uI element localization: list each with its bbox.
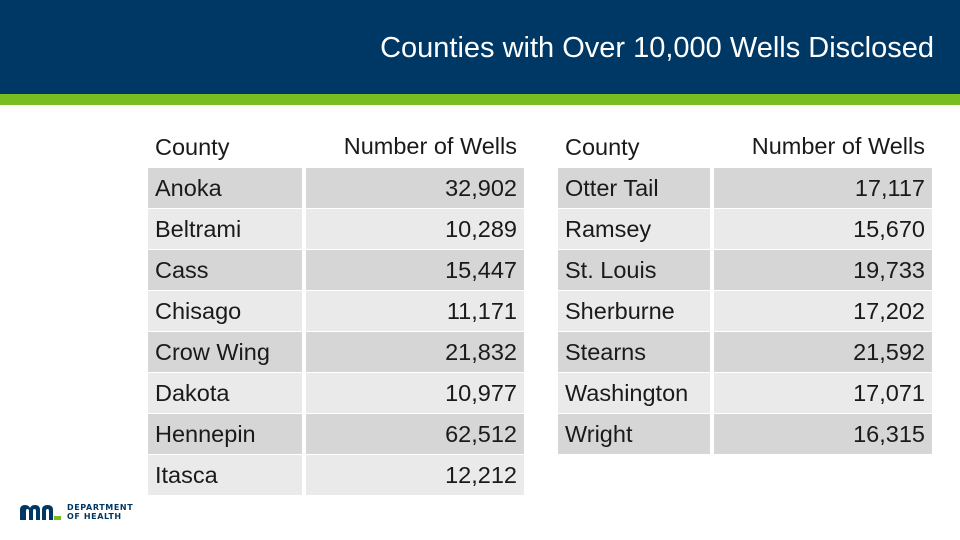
logo-line-2: OF HEALTH bbox=[67, 512, 122, 521]
table-row: Wright 16,315 bbox=[558, 414, 936, 455]
table-row: Sherburne 17,202 bbox=[558, 291, 936, 332]
wells-table-left: County Number of Wells Anoka 32,902 Beltra… bbox=[148, 127, 528, 496]
department-of-health-logo: DEPARTMENT OF HEALTH bbox=[18, 501, 133, 523]
table-header-row: County Number of Wells bbox=[148, 127, 528, 168]
wells-count-cell: 16,315 bbox=[714, 414, 936, 455]
wells-count-cell: 10,289 bbox=[306, 209, 528, 250]
wells-count-cell: 15,447 bbox=[306, 250, 528, 291]
county-cell: Washington bbox=[558, 373, 714, 414]
table-row: Beltrami 10,289 bbox=[148, 209, 528, 250]
wells-count-cell: 19,733 bbox=[714, 250, 936, 291]
wells-table-right: County Number of Wells Otter Tail 17,117 R… bbox=[558, 127, 936, 455]
table-row: Otter Tail 17,117 bbox=[558, 168, 936, 209]
county-cell: Crow Wing bbox=[148, 332, 306, 373]
county-cell: Stearns bbox=[558, 332, 714, 373]
county-cell: Wright bbox=[558, 414, 714, 455]
wells-count-cell: 12,212 bbox=[306, 455, 528, 496]
wells-count-cell: 17,117 bbox=[714, 168, 936, 209]
wells-column-header: Number of Wells bbox=[714, 127, 936, 168]
logo-line-1: DEPARTMENT bbox=[67, 503, 134, 512]
county-cell: Cass bbox=[148, 250, 306, 291]
wells-count-cell: 21,832 bbox=[306, 332, 528, 373]
table-row: Washington 17,071 bbox=[558, 373, 936, 414]
table-row: Cass 15,447 bbox=[148, 250, 528, 291]
logo-text: DEPARTMENT OF HEALTH bbox=[67, 503, 133, 521]
county-cell: Ramsey bbox=[558, 209, 714, 250]
wells-count-cell: 21,592 bbox=[714, 332, 936, 373]
wells-count-cell: 62,512 bbox=[306, 414, 528, 455]
county-cell: Beltrami bbox=[148, 209, 306, 250]
wells-count-cell: 17,202 bbox=[714, 291, 936, 332]
county-cell: St. Louis bbox=[558, 250, 714, 291]
county-cell: Hennepin bbox=[148, 414, 306, 455]
county-cell: Anoka bbox=[148, 168, 306, 209]
page-title: Counties with Over 10,000 Wells Disclose… bbox=[380, 32, 934, 64]
wells-count-cell: 15,670 bbox=[714, 209, 936, 250]
county-column-header: County bbox=[148, 127, 306, 168]
county-column-header: County bbox=[558, 127, 714, 168]
county-cell: Sherburne bbox=[558, 291, 714, 332]
table-row: Chisago 11,171 bbox=[148, 291, 528, 332]
table-row: Ramsey 15,670 bbox=[558, 209, 936, 250]
table-row: St. Louis 19,733 bbox=[558, 250, 936, 291]
table-row: Hennepin 62,512 bbox=[148, 414, 528, 455]
county-cell: Dakota bbox=[148, 373, 306, 414]
county-cell: Chisago bbox=[148, 291, 306, 332]
table-row: Itasca 12,212 bbox=[148, 455, 528, 496]
accent-stripe bbox=[0, 94, 960, 105]
wells-count-cell: 11,171 bbox=[306, 291, 528, 332]
county-cell: Itasca bbox=[148, 455, 306, 496]
county-cell: Otter Tail bbox=[558, 168, 714, 209]
table-header-row: County Number of Wells bbox=[558, 127, 936, 168]
wells-count-cell: 10,977 bbox=[306, 373, 528, 414]
table-row: Anoka 32,902 bbox=[148, 168, 528, 209]
wells-count-cell: 17,071 bbox=[714, 373, 936, 414]
table-row: Crow Wing 21,832 bbox=[148, 332, 528, 373]
table-row: Dakota 10,977 bbox=[148, 373, 528, 414]
wells-count-cell: 32,902 bbox=[306, 168, 528, 209]
mn-logo-icon bbox=[20, 505, 61, 520]
wells-column-header: Number of Wells bbox=[306, 127, 528, 168]
table-row: Stearns 21,592 bbox=[558, 332, 936, 373]
header-bar: Counties with Over 10,000 Wells Disclose… bbox=[0, 0, 960, 94]
